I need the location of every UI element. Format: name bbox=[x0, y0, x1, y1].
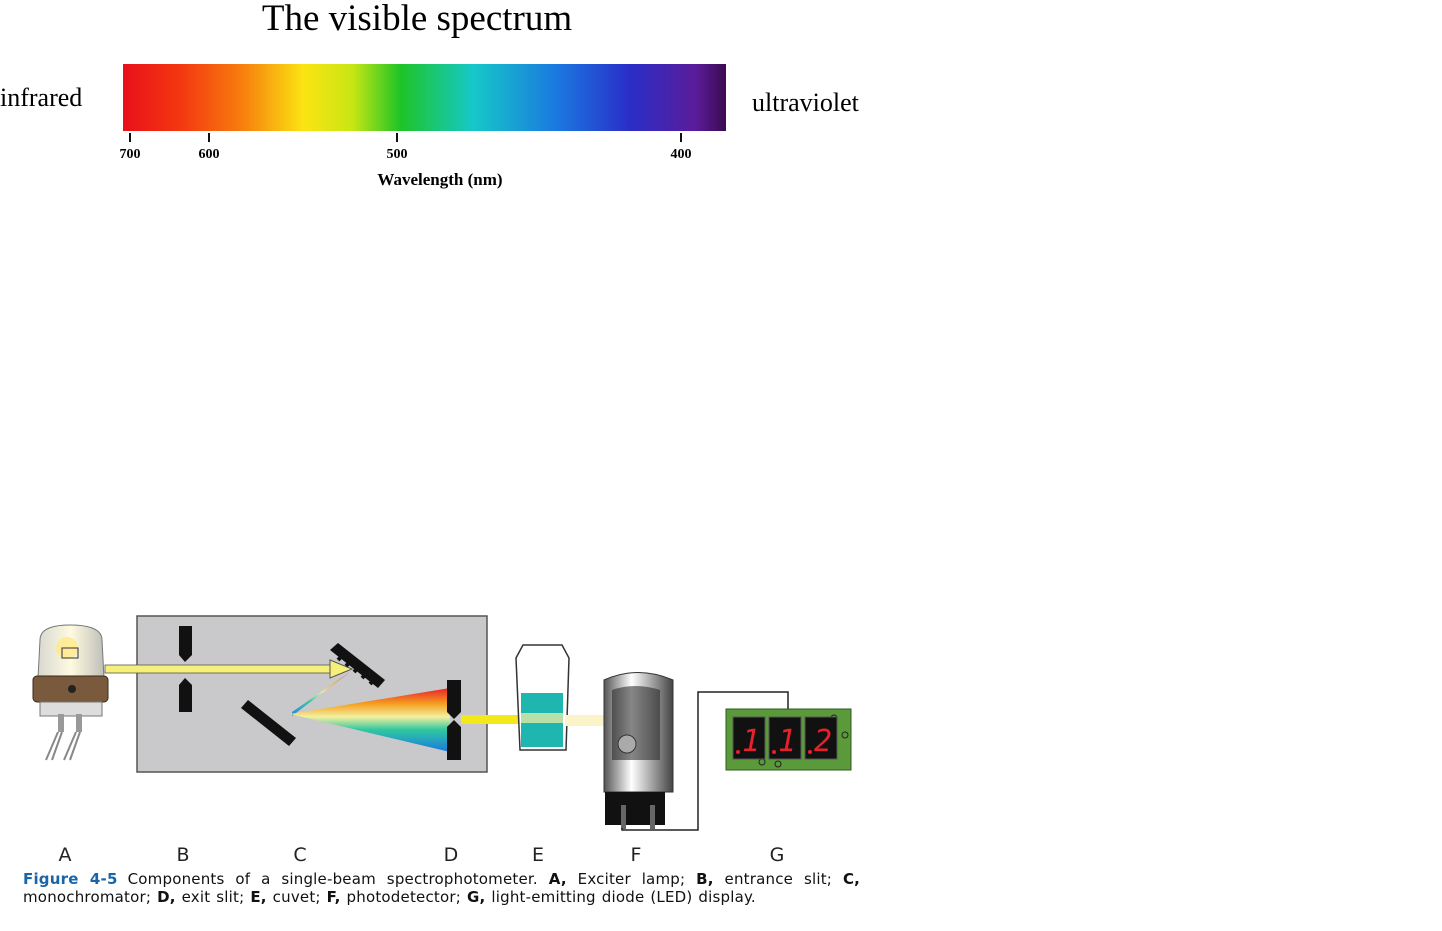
spectrophotometer bbox=[32, 615, 852, 831]
component-label: E bbox=[532, 844, 544, 866]
ultraviolet-label: ultraviolet bbox=[752, 88, 860, 117]
caption-key: F, bbox=[326, 887, 341, 906]
caption-key: A, bbox=[548, 870, 567, 888]
caption-key: B, bbox=[696, 870, 714, 888]
figure-label: Figure 4-5 bbox=[23, 870, 118, 888]
component-label: A bbox=[59, 844, 72, 866]
spectrum-title: The visible spectrum bbox=[262, 0, 573, 39]
led-digit: 1 bbox=[778, 724, 796, 759]
led-digit: 2 bbox=[814, 724, 832, 759]
led-dot bbox=[736, 750, 740, 754]
led-dot bbox=[808, 750, 812, 754]
infrared-label: infrared bbox=[0, 83, 82, 112]
led-digit: 1 bbox=[742, 724, 760, 759]
caption: Figure 4-5 Components of a single-beam sp… bbox=[23, 870, 861, 906]
component-label: G bbox=[770, 844, 785, 866]
caption-item: exit slit; bbox=[181, 887, 245, 906]
tick-label: 500 bbox=[387, 147, 408, 162]
caption-text: Components of a single-beam spectrophoto… bbox=[127, 870, 538, 888]
spectrum-bar bbox=[123, 64, 726, 131]
caption-item: light-emitting diode (LED) display. bbox=[491, 887, 756, 906]
component-label: D bbox=[444, 844, 459, 866]
caption-item: cuvet; bbox=[272, 887, 321, 906]
component-label: C bbox=[293, 844, 306, 866]
component-label: B bbox=[176, 844, 189, 866]
caption-item: monochromator; bbox=[23, 887, 152, 906]
axis-label: Wavelength (nm) bbox=[377, 170, 502, 189]
caption-item: photodetector; bbox=[346, 887, 461, 906]
component-label: F bbox=[631, 844, 642, 866]
caption-key: G, bbox=[466, 887, 486, 906]
tick-label: 600 bbox=[199, 147, 220, 162]
led-dot bbox=[772, 750, 776, 754]
caption-key: E, bbox=[250, 887, 267, 906]
caption-key: D, bbox=[157, 887, 176, 906]
tick-label: 400 bbox=[671, 147, 692, 162]
caption-item: entrance slit; bbox=[724, 870, 833, 888]
caption-key: C, bbox=[842, 870, 861, 888]
caption-item: Exciter lamp; bbox=[577, 870, 686, 888]
tick-label: 700 bbox=[120, 147, 141, 162]
